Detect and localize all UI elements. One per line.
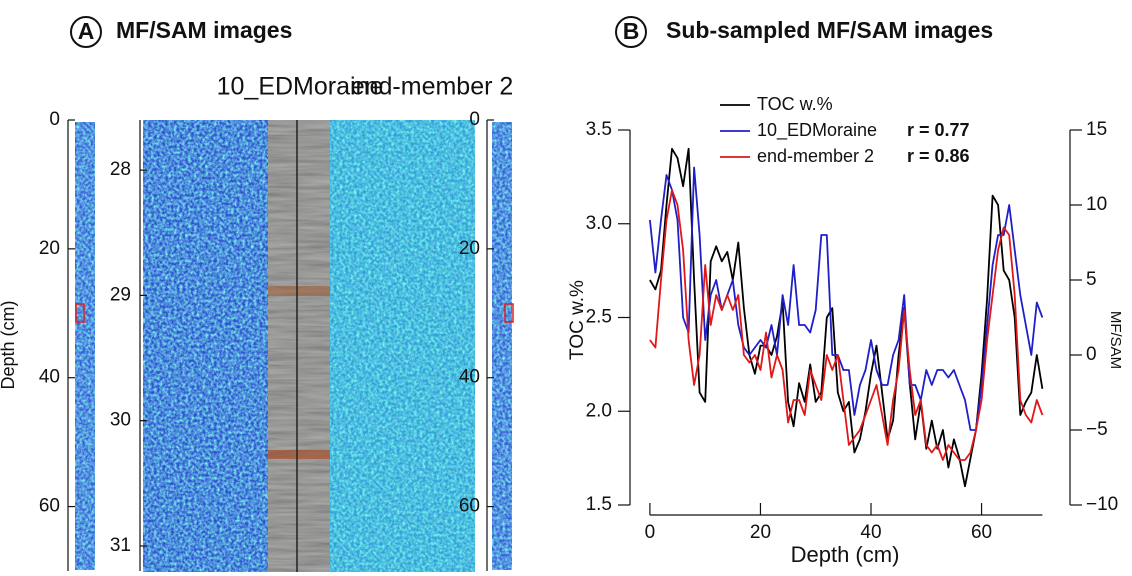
series-line — [649, 189, 1044, 461]
y-tick-label: 20 — [39, 238, 60, 259]
legend-label: 10_EDMoraine — [757, 120, 877, 141]
y-tick-label: 2.5 — [586, 307, 612, 328]
y2-axis-title: MF/SAM — [1107, 311, 1124, 369]
y-tick-label: 3.0 — [586, 213, 612, 234]
y-tick-label: 30 — [110, 410, 131, 431]
panel-title: MF/SAM images — [116, 17, 292, 43]
panel-label: B — [623, 18, 640, 44]
image-label: 10_EDMoraine — [217, 73, 384, 101]
correlation-label: r = 0.77 — [907, 120, 970, 140]
y-tick-label: 31 — [110, 535, 131, 556]
y-axis-title: TOC w.% — [567, 280, 588, 360]
mf-sam-images — [75, 120, 514, 572]
x-tick-label: 20 — [750, 522, 771, 543]
x-axis-title: Depth (cm) — [791, 542, 900, 567]
legend-label: TOC w.% — [757, 94, 833, 114]
chart-title: Sub-sampled MF/SAM images — [666, 17, 993, 43]
correlation-label: r = 0.86 — [907, 146, 970, 166]
y2-tick-label: 15 — [1086, 119, 1107, 140]
y-tick-label: 2.0 — [586, 400, 612, 421]
y-tick-label: 0 — [49, 109, 60, 130]
y-tick-label: 28 — [110, 159, 131, 180]
y-tick-label: 29 — [110, 284, 131, 305]
y2-tick-label: 10 — [1086, 194, 1107, 215]
panel-label: A — [78, 18, 95, 44]
legend-label: end-member 2 — [757, 146, 874, 166]
y-tick-label: 60 — [459, 496, 480, 517]
y-tick-label: 20 — [459, 238, 480, 259]
y-tick-label: 1.5 — [586, 494, 612, 515]
y2-tick-label: 0 — [1086, 344, 1097, 365]
y2-tick-label: 5 — [1086, 269, 1097, 290]
y-tick-label: 40 — [39, 367, 60, 388]
panel-badge — [70, 16, 102, 48]
y-tick-label: 0 — [469, 109, 480, 130]
y-tick-label: 3.5 — [586, 119, 612, 140]
y-tick-label: 60 — [39, 496, 60, 517]
y-axis-title: Depth (cm) — [0, 300, 18, 389]
x-tick-label: 60 — [971, 522, 992, 543]
y-tick-label: 40 — [459, 367, 480, 388]
image-label: end-member 2 — [351, 73, 514, 101]
x-tick-label: 40 — [860, 522, 881, 543]
y2-tick-label: −5 — [1086, 419, 1108, 440]
y2-tick-label: −10 — [1086, 494, 1118, 515]
panel-badge — [615, 16, 647, 48]
x-tick-label: 0 — [645, 522, 656, 543]
